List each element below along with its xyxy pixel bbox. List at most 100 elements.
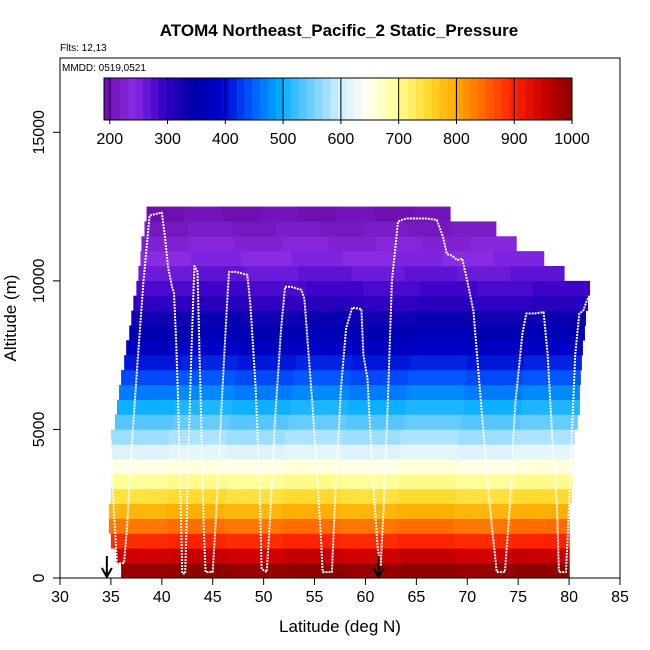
heatmap-bin [108,503,167,519]
colorbar-cell [213,78,222,120]
heatmap-bin [191,266,246,282]
heatmap-bin [281,518,340,534]
heatmap-bin [374,206,413,222]
heatmap-bin [456,459,516,475]
heatmap-bin [493,251,545,267]
heatmap-bin [172,548,230,564]
heatmap-bin [398,488,457,505]
colorbar-cell [384,78,394,120]
heatmap-bin [409,355,468,371]
heatmap-bin [293,370,352,386]
colorbar-cell [447,78,456,120]
heatmap-bin [284,429,344,445]
heatmap-bin [521,384,580,401]
heatmap-bin [422,236,470,252]
colorbar-cell [338,78,347,120]
heatmap-bin [350,370,409,386]
colorbar-cell [478,78,487,120]
heatmap-bin [338,518,398,534]
x-tick-label: 70 [458,589,476,606]
y-axis-label: Altitude (m) [1,275,20,362]
heatmap-bin [226,444,285,460]
heatmap-bin [243,325,301,341]
heatmap-bin [512,548,570,564]
heatmap-bin [513,488,572,505]
colorbar-cell [353,78,362,120]
heatmap-bin [283,488,342,505]
heatmap-bin [454,518,513,534]
heatmap-bin [230,414,289,430]
x-axis: 30 35 40 45 50 55 60 65 70 75 80 85 [51,578,629,606]
heatmap-bin [511,518,570,534]
heatmap-bin [346,414,405,430]
y-tick-label: 0 [31,573,48,582]
colorbar-cell [236,78,245,120]
flight-track [105,211,591,575]
heatmap-bin [188,236,236,252]
colorbar-tick-label: 500 [270,131,297,148]
heatmap-bin [244,266,299,282]
heatmap-bin [233,563,290,579]
colorbar-cell [517,78,526,120]
x-tick-label: 45 [204,589,222,606]
heatmap-bin [415,310,473,326]
colorbar-cell [564,78,573,120]
colorbar-tick-label: 400 [212,131,239,148]
marker-arrow-head [100,567,113,580]
colorbar-cell [197,78,206,120]
heatmap-bin [401,563,458,579]
heatmap-bin [190,251,242,267]
heatmap-bin [408,370,467,386]
heatmap-bin [306,280,364,297]
heatmap-bin [527,325,585,341]
heatmap-bin [461,414,521,430]
colorbar-cell [205,78,214,120]
heatmap-bin [301,310,359,326]
heatmap-bin [225,533,284,549]
heatmap-bin [457,563,514,579]
heatmap-bin [223,503,283,519]
heatmap-bin [392,251,444,267]
x-tick-label: 85 [611,589,629,606]
heatmap-bin [476,280,534,297]
heatmap-bin [467,355,525,371]
colorbar-cell [150,78,160,120]
heatmap-bin [532,280,591,297]
heatmap-bin [297,340,355,356]
heatmap-bin [375,236,424,252]
heatmap-bin [241,251,293,267]
heatmap-bin [260,206,299,222]
x-tick-label: 35 [102,589,120,606]
colorbar-cell [533,78,542,120]
heatmap-bin [396,518,455,534]
heatmap-bin [463,399,523,415]
heatmap-bin [515,444,574,460]
heatmap-bin [291,251,343,267]
heatmap-bin [419,280,477,297]
heatmap-bin [240,340,298,356]
colorbar-cell [361,78,370,120]
heatmap-bin [229,548,287,564]
colorbar-cell [408,78,417,120]
colorbar-cell [135,78,144,120]
heatmap-bin [519,414,578,430]
colorbar-cell [494,78,503,120]
heatmap-bin [235,236,283,252]
heatmap-bin [342,251,394,267]
colorbar-cell [501,78,511,120]
colorbar-cell [400,78,409,120]
heatmap-bin [405,399,465,415]
colorbar-tick-label: 600 [328,131,355,148]
heatmap-bin [514,459,573,475]
plot-frame [59,57,621,579]
heatmap-bin [352,355,411,371]
colorbar-cell [322,78,331,120]
x-tick-label: 55 [306,589,324,606]
heatmap-bin [136,280,194,297]
colorbar-cell [283,78,292,120]
heatmap-bin [320,221,365,237]
heatmap-bin [413,325,472,341]
heatmap-bin [348,399,407,415]
colorbar-cell [228,78,238,120]
heatmap-bin [336,206,375,222]
